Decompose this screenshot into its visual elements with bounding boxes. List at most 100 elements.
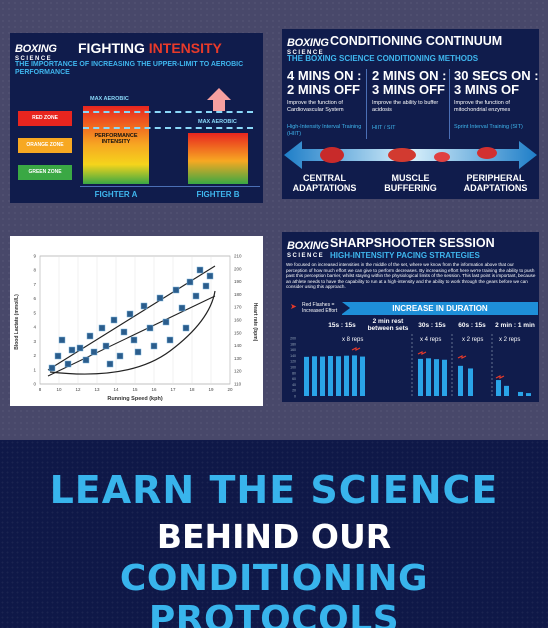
brand-logo: BOXING SCIENCE — [287, 240, 329, 260]
x-tick-label: 17 — [170, 387, 176, 392]
conditioning-continuum-panel[interactable]: BOXING SCIENCE CONDITIONING CONTINUUM THE… — [282, 29, 539, 199]
y2-tick-label: 170 — [234, 305, 242, 310]
data-marker — [98, 324, 106, 332]
pacing-y-tick: 120 — [290, 360, 296, 364]
data-marker — [140, 302, 148, 310]
data-marker — [54, 352, 62, 360]
banner-text: INCREASE IN DURATION — [392, 304, 488, 313]
data-marker — [58, 336, 66, 344]
y2-tick-label: 130 — [234, 356, 242, 361]
banner-notch — [342, 302, 350, 314]
panel-subtitle: HIGH-INTENSITY PACING STRATEGIES — [330, 251, 480, 260]
max-aerobic-line-a — [83, 111, 253, 113]
fighter-b-label: FIGHTER B — [196, 190, 240, 199]
pacing-bar — [360, 356, 365, 396]
header-60s: 60s : 15s — [458, 322, 486, 329]
green-zone-label: GREEN ZONE — [18, 165, 72, 180]
header-30s: 30s : 15s — [418, 322, 446, 329]
up-arrow-stem — [213, 99, 225, 111]
up-arrow-icon — [207, 88, 231, 100]
legend-text: Red Flashes = Increased Effort — [302, 302, 338, 314]
reps-label-2: x 4 reps — [420, 337, 441, 343]
data-marker — [76, 344, 84, 352]
x-tick-label: 14 — [113, 387, 119, 392]
method-2-desc: Improve the ability to buffer acidosis — [372, 100, 439, 113]
pacing-y-tick: 80 — [292, 371, 296, 375]
data-marker — [68, 346, 76, 354]
method-1-heading: 4 MINS ON : 2 MINS OFF — [287, 68, 362, 97]
peripheral-adaptations: PERIPHERAL ADAPTATIONS — [463, 173, 528, 194]
data-marker — [48, 364, 56, 372]
session-description: We focused on increased intensities in t… — [286, 262, 536, 289]
brand-logo: BOXING SCIENCE — [15, 43, 57, 63]
method-2-type: HIIT / SIT — [372, 125, 396, 131]
panel-subtitle: THE BOXING SCIENCE CONDITIONING METHODS — [287, 54, 479, 63]
pacing-y-tick: 40 — [292, 383, 296, 387]
panel-title: SHARPSHOOTER SESSION — [330, 236, 495, 250]
call-to-action[interactable]: LEARN THE SCIENCE BEHIND OUR CONDITIONIN… — [0, 440, 548, 628]
fighter-a-label: FIGHTER A — [94, 190, 138, 199]
cta-line-3: CONDITIONING PROTOCOLS — [119, 558, 429, 628]
x-tick-label: 13 — [94, 387, 100, 392]
header-15s: 15s : 15s — [328, 322, 356, 329]
fighting-intensity-panel[interactable]: BOXING SCIENCE FIGHTING INTENSITY THE IMP… — [10, 33, 263, 203]
header-2min: 2 min : 1 min — [495, 322, 535, 329]
y2-axis-label: Heart rate (bpm) — [252, 303, 258, 342]
pacing-y-tick: 60 — [292, 377, 296, 381]
pacing-bar — [468, 368, 473, 396]
y2-tick-label: 180 — [234, 292, 242, 297]
y-tick-label: 3 — [33, 339, 36, 344]
pacing-bar — [458, 365, 463, 396]
method-1-desc: Improve the function of Cardiovascular S… — [287, 100, 344, 113]
x-axis-label: Running Speed (kph) — [107, 396, 162, 402]
x-tick-label: 15 — [132, 387, 138, 392]
red-flash-icon — [351, 347, 361, 351]
method-3-desc: Improve the function of mitochondrial en… — [454, 100, 511, 113]
data-marker — [86, 332, 94, 340]
data-marker — [150, 342, 158, 350]
x-tick-label: 20 — [227, 387, 233, 392]
y2-tick-label: 110 — [234, 382, 242, 387]
pacing-bar — [434, 359, 439, 396]
x-tick-label: 12 — [75, 387, 81, 392]
pacing-bar — [320, 356, 325, 396]
red-zone-label: RED ZONE — [18, 111, 72, 126]
baseline — [80, 186, 260, 187]
max-aerobic-b-label: MAX AEROBIC — [198, 119, 237, 125]
trend-line-mid — [47, 295, 216, 377]
divider — [449, 69, 450, 139]
y-tick-label: 0 — [33, 382, 36, 387]
orange-zone-label: ORANGE ZONE — [18, 138, 72, 153]
data-marker — [110, 316, 118, 324]
method-2-heading: 2 MINS ON : 3 MINS OFF — [372, 68, 447, 97]
data-marker — [102, 342, 110, 350]
pacing-bar — [312, 356, 317, 396]
y-tick-label: 6 — [33, 296, 36, 301]
pacing-bar — [328, 355, 333, 396]
fighter-a-bar — [83, 106, 149, 184]
data-marker — [106, 360, 114, 368]
data-marker — [206, 272, 214, 280]
data-marker — [202, 282, 210, 290]
data-marker — [82, 356, 90, 364]
method-3-heading: 30 SECS ON : 3 MINS OF — [454, 68, 539, 97]
pacing-y-tick: 140 — [290, 354, 296, 358]
pacing-bar — [352, 355, 357, 396]
pacing-y-tick: 0 — [294, 395, 296, 399]
fighter-b-bar — [188, 133, 248, 184]
y-tick-label: 5 — [33, 310, 36, 315]
y2-tick-label: 200 — [234, 266, 242, 271]
cta-line-2: BEHIND OUR — [156, 517, 392, 556]
data-marker — [166, 336, 174, 344]
red-flash-icon — [417, 351, 427, 355]
y-tick-label: 4 — [33, 325, 36, 330]
data-marker — [178, 304, 186, 312]
data-marker — [186, 278, 194, 286]
y-tick-label: 9 — [33, 254, 36, 259]
max-aerobic-a-label: MAX AEROBIC — [90, 96, 129, 102]
sharpshooter-session-panel[interactable]: BOXING SCIENCE SHARPSHOOTER SESSION HIGH-… — [282, 232, 539, 402]
pacing-bar — [504, 385, 509, 396]
duration-banner — [342, 302, 538, 315]
